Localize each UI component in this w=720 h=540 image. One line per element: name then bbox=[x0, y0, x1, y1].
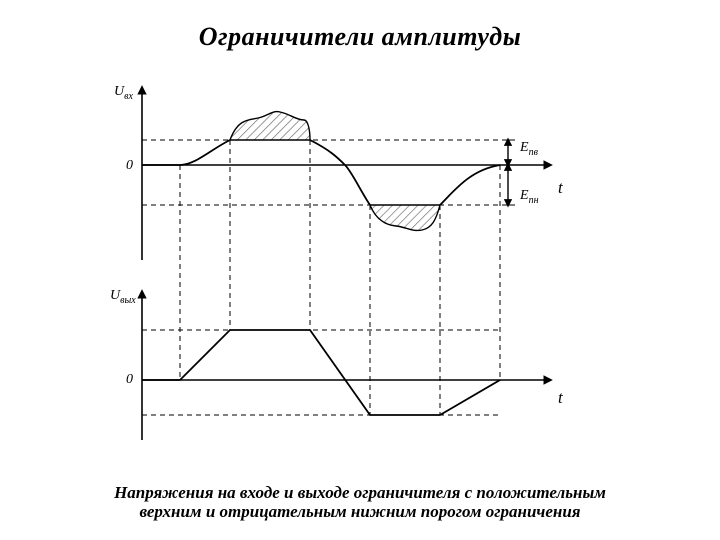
uout-t: t bbox=[558, 388, 563, 408]
bot-hatch bbox=[370, 205, 440, 230]
caption: Напряжения на входе и выходе ограничител… bbox=[40, 483, 680, 522]
caption-line2: верхним и отрицательным нижним порогом о… bbox=[139, 502, 580, 521]
page-title: Ограничители амплитуды bbox=[0, 22, 720, 52]
uin-label: Uвх bbox=[114, 84, 133, 102]
uin-t: t bbox=[558, 178, 563, 198]
caption-line1: Напряжения на входе и выходе ограничител… bbox=[114, 483, 606, 502]
epv-label: Eпв bbox=[520, 140, 538, 158]
figure: Uвх 0 t Eпв Eпн Uвых 0 t bbox=[120, 70, 600, 450]
epn-label: Eпн bbox=[520, 188, 539, 206]
sin-mid bbox=[142, 140, 500, 205]
uout-label: Uвых bbox=[110, 288, 136, 306]
uout-zero: 0 bbox=[126, 372, 133, 388]
diagram-svg bbox=[120, 70, 600, 450]
uout-wave bbox=[142, 330, 500, 415]
top-hatch bbox=[230, 112, 310, 140]
uin-zero: 0 bbox=[126, 158, 133, 174]
page: Ограничители амплитуды Uвх 0 t Eпв Eпн U… bbox=[0, 0, 720, 540]
